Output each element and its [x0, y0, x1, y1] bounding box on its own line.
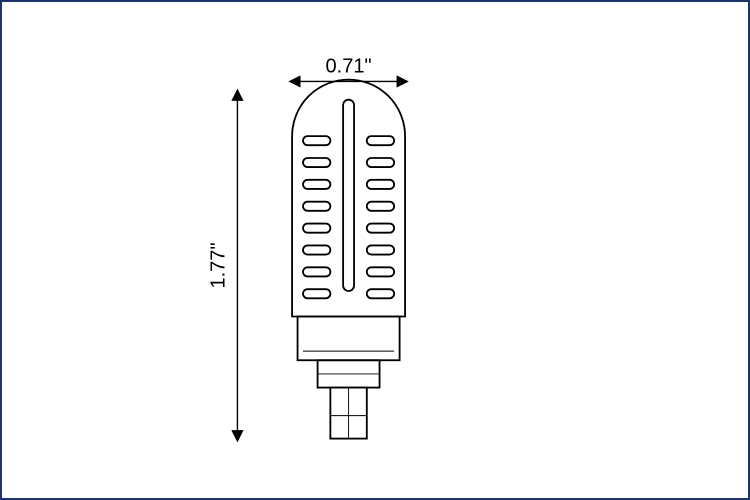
led-slot [303, 245, 330, 254]
led-slot [367, 267, 394, 276]
led-slot [303, 202, 330, 211]
led-slot [367, 289, 394, 298]
led-slot [367, 245, 394, 254]
bulb-collar [298, 317, 400, 361]
height-dimension-label: 1.77" [208, 242, 230, 288]
width-dimension-label: 0.71" [326, 55, 372, 77]
led-slot [367, 224, 394, 233]
led-slot [303, 180, 330, 189]
led-slot [303, 289, 330, 298]
led-slot [367, 202, 394, 211]
led-slot [303, 158, 330, 167]
led-slot [303, 224, 330, 233]
led-slot [367, 180, 394, 189]
led-slot [303, 136, 330, 145]
led-slot [367, 136, 394, 145]
led-slot [367, 158, 394, 167]
bulb-center-slot [343, 100, 354, 291]
diagram-canvas: 0.71" 1.77" [14, 14, 736, 486]
bulb-dimension-drawing: 0.71" 1.77" [160, 45, 590, 455]
diagram-frame: 0.71" 1.77" [0, 0, 750, 500]
led-slot [303, 267, 330, 276]
bulb-body [292, 80, 405, 317]
